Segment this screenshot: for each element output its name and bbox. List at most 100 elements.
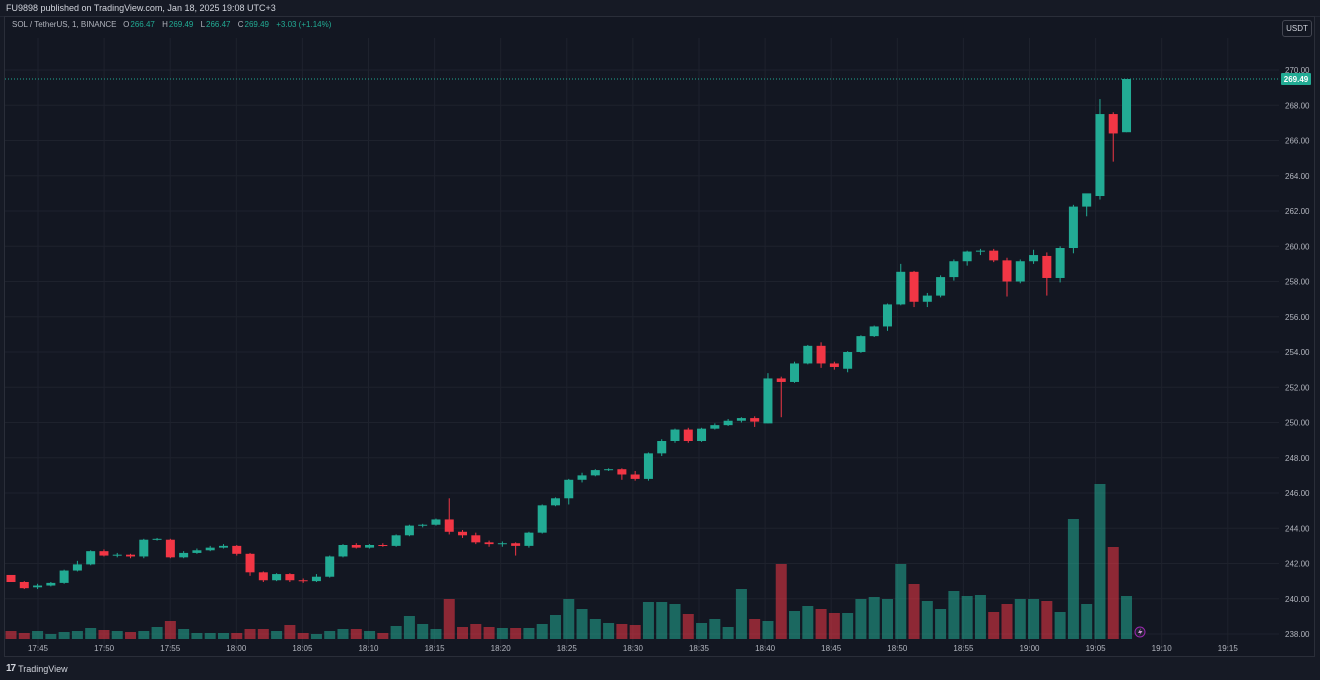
volume-bar [32,631,44,639]
candle-body [922,295,932,302]
volume-bar [310,634,322,639]
candle-body [803,345,813,364]
candle-body [272,574,282,581]
volume-bar [563,599,575,639]
volume-bar [735,589,747,639]
candle-body [604,469,614,471]
x-tick-label: 18:20 [491,644,512,653]
last-price-label: 269.49 [1284,75,1309,84]
candle-body [152,538,162,540]
candle-body [989,250,999,261]
volume-bar [961,596,973,639]
candle-body [444,519,454,532]
volume-bar [775,564,787,639]
volume-bar [111,631,123,639]
volume-bar [815,609,827,639]
y-tick-label: 252.00 [1285,383,1310,392]
candle-body [325,556,335,577]
x-tick-label: 19:10 [1152,644,1173,653]
volume-bar [749,619,761,639]
candle-body [338,544,348,557]
volume-bar [58,632,70,639]
candle-body [564,479,574,499]
currency-button[interactable]: USDT [1282,20,1312,37]
volume-bar [589,619,601,639]
candle-body [1042,255,1052,278]
volume-bar [417,624,429,639]
candle-body [511,543,521,546]
volume-bar [337,629,349,639]
candle-body [351,544,361,548]
candle-body [577,475,587,480]
x-tick-label: 18:30 [623,644,644,653]
volume-bar [443,599,455,639]
candle-body [524,532,534,546]
volume-bar [191,633,203,639]
volume-bar [1067,519,1079,639]
volume-bar [762,621,774,639]
volume-bar [895,564,907,639]
volume-bar [789,611,801,639]
candle-body [497,543,507,545]
volume-bar [257,629,269,639]
volume-bar [377,633,389,639]
y-tick-label: 248.00 [1285,454,1310,463]
close-label: C [237,20,244,29]
candle-body [710,425,720,429]
candle-body [192,550,202,553]
volume-bar [802,606,814,639]
volume-bar [1121,596,1133,639]
volume-bar [164,621,176,639]
candle-body [869,326,879,337]
tradingview-logo[interactable]: 17 TradingView [6,663,68,674]
candle-body [617,469,627,475]
candle-body [723,420,733,426]
candle-body [949,261,959,278]
volume-bar [1081,604,1093,639]
volume-bar [616,624,628,639]
volume-bar [470,624,482,639]
volume-bar [828,613,840,639]
volume-bar [921,601,933,639]
x-tick-label: 18:00 [226,644,247,653]
candle-body [458,531,468,536]
last-price-badge [1281,72,1311,85]
x-tick-label: 18:55 [953,644,974,653]
candle-body [882,304,892,327]
y-tick-label: 264.00 [1285,172,1310,181]
x-tick-label: 17:55 [160,644,181,653]
volume-bar [1054,612,1066,639]
low-value: 266.47 [206,20,231,29]
candle-body [46,582,56,586]
candle-body [139,539,149,557]
x-tick-label: 18:45 [821,644,842,653]
candle-body [245,553,255,573]
high-label: H [162,20,168,29]
candle-body [856,336,866,352]
y-tick-label: 256.00 [1285,313,1310,322]
open-label: O [123,20,130,29]
x-tick-label: 18:50 [887,644,908,653]
volume-bar [881,599,893,639]
candle-body [750,418,760,422]
candle-body [816,345,826,364]
y-tick-label: 254.00 [1285,348,1310,357]
candle-body [378,544,388,546]
volume-bar [549,615,561,639]
volume-bar [682,614,694,639]
candle-body [1108,114,1118,134]
candle-body [1068,206,1078,249]
candle-body [179,552,189,558]
volume-bar [45,634,57,639]
y-tick-label: 244.00 [1285,524,1310,533]
volume-bar [536,624,548,639]
candle-body [484,542,494,545]
candle-body [218,545,228,548]
y-tick-label: 258.00 [1285,278,1310,287]
volume-bar [5,631,17,639]
volume-bar [988,612,1000,639]
candle-body [418,524,428,526]
x-tick-label: 17:50 [94,644,115,653]
volume-bar [244,629,256,639]
